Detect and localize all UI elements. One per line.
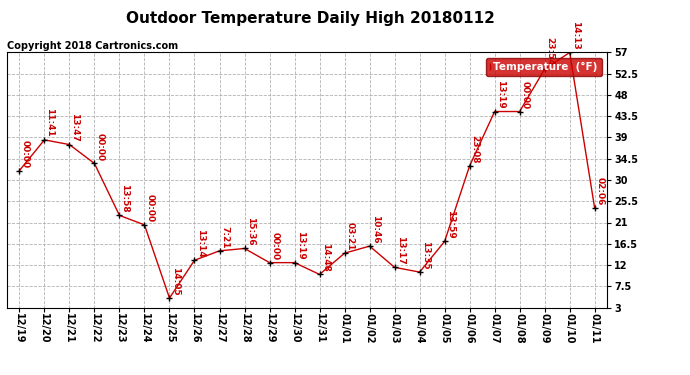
Text: 13:35: 13:35	[421, 241, 430, 269]
Text: 00:00: 00:00	[521, 81, 530, 109]
Text: Copyright 2018 Cartronics.com: Copyright 2018 Cartronics.com	[7, 41, 178, 51]
Text: 14:13: 14:13	[571, 21, 580, 50]
Text: 11:41: 11:41	[46, 108, 55, 137]
Text: 23:08: 23:08	[471, 135, 480, 163]
Text: 13:17: 13:17	[395, 236, 404, 265]
Text: 15:36: 15:36	[246, 217, 255, 246]
Text: 13:59: 13:59	[446, 210, 455, 238]
Text: 00:00: 00:00	[146, 194, 155, 222]
Text: 13:14: 13:14	[195, 229, 204, 258]
Text: 13:58: 13:58	[121, 184, 130, 213]
Text: 13:47: 13:47	[70, 113, 79, 142]
Text: 23:54: 23:54	[546, 38, 555, 66]
Text: 13:19: 13:19	[295, 231, 304, 260]
Text: 03:21: 03:21	[346, 222, 355, 251]
Text: Outdoor Temperature Daily High 20180112: Outdoor Temperature Daily High 20180112	[126, 11, 495, 26]
Text: 00:00: 00:00	[270, 232, 279, 260]
Text: 02:06: 02:06	[595, 177, 604, 206]
Text: 13:19: 13:19	[495, 80, 504, 109]
Legend: Temperature  (°F): Temperature (°F)	[486, 58, 602, 76]
Text: 7:21: 7:21	[221, 225, 230, 248]
Text: 00:00: 00:00	[21, 140, 30, 168]
Text: 14:48: 14:48	[321, 243, 330, 272]
Text: 10:46: 10:46	[371, 215, 380, 243]
Text: 14:05: 14:05	[170, 267, 179, 295]
Text: 00:00: 00:00	[95, 133, 104, 161]
